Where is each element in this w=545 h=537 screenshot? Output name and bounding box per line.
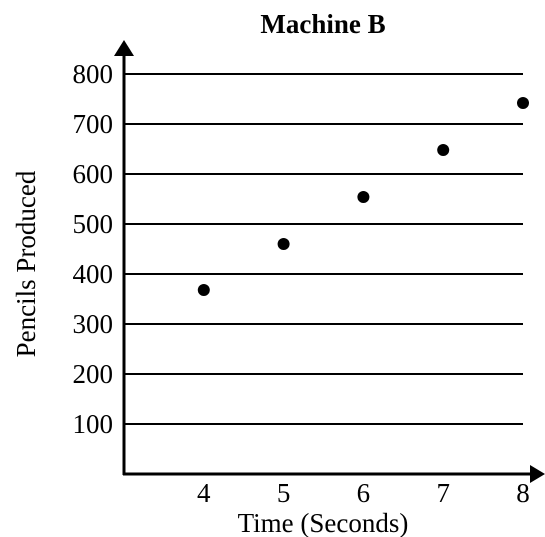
y-tick-label: 500 (73, 209, 114, 239)
x-tick-label: 6 (357, 478, 371, 508)
data-points (197, 97, 529, 296)
x-tick-label: 4 (197, 478, 211, 508)
data-point (437, 144, 450, 156)
y-tick-label: 300 (73, 309, 114, 339)
y-tick-labels: 100 200 300 400 500 600 700 800 (73, 59, 114, 439)
x-tick-label: 8 (516, 478, 530, 508)
data-point (517, 97, 529, 109)
x-axis-label: Time (Seconds) (238, 508, 409, 537)
x-tick-label: 7 (436, 478, 450, 508)
chart-title: Machine B (260, 9, 385, 39)
y-tick-label: 700 (73, 109, 114, 139)
x-tick-label: 5 (277, 478, 291, 508)
y-tick-label: 100 (73, 409, 114, 439)
y-axis-arrowhead (114, 40, 134, 56)
data-point (357, 191, 370, 203)
y-axis-label: Pencils Produced (11, 170, 41, 357)
y-tick-label: 200 (73, 359, 114, 389)
y-tick-label: 600 (73, 159, 114, 189)
data-point (277, 238, 290, 250)
data-point (197, 284, 210, 296)
x-axis-arrowhead (530, 465, 545, 483)
x-tick-labels: 4 5 6 7 8 (197, 478, 530, 508)
y-tick-label: 800 (73, 59, 114, 89)
grid-lines (124, 73, 523, 425)
y-tick-label: 400 (73, 259, 114, 289)
